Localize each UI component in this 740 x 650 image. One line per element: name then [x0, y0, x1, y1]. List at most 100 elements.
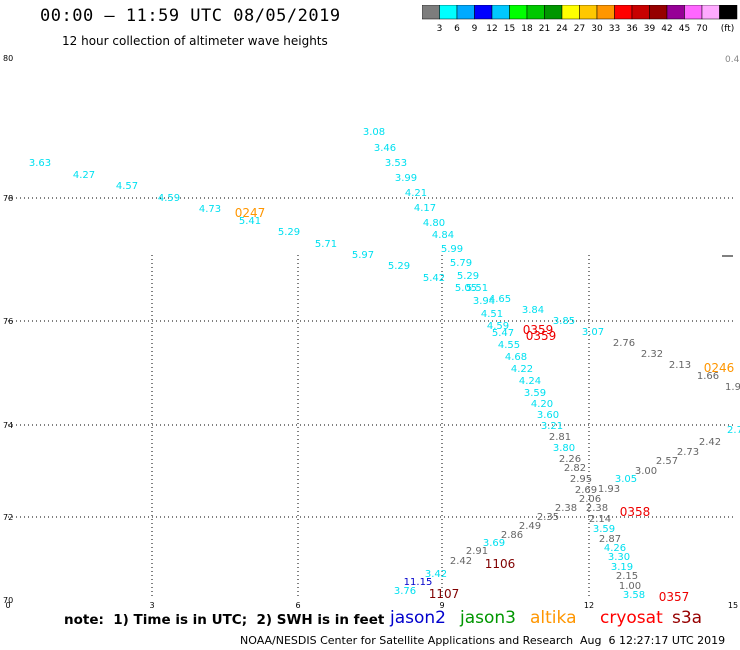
- colorbar-cell: [719, 5, 738, 20]
- map-title: 00:00 – 11:59 UTC 08/05/2019: [40, 6, 341, 26]
- colorbar-label: 12: [486, 24, 497, 34]
- colorbar-label: 6: [454, 24, 460, 34]
- wave-height-label: 3.07: [582, 327, 604, 338]
- wave-height-label: 3.58: [623, 590, 645, 601]
- colorbar-label: 42: [661, 24, 672, 34]
- wave-height-label: 3.76: [394, 586, 416, 597]
- wave-height-label: 5.47: [492, 328, 514, 339]
- wave-height-label: 2.38: [586, 503, 608, 514]
- y-tick-label: 80: [3, 54, 13, 63]
- x-tick-label: 0: [5, 601, 10, 610]
- colorbar-label: 9: [472, 24, 478, 34]
- colorbar-label: 27: [574, 24, 585, 34]
- x-tick-label: 12: [584, 601, 594, 610]
- footer-note: note: 1) Time is in UTC; 2) SWH is in fe…: [64, 612, 385, 628]
- wave-height-label: 3.53: [385, 158, 407, 169]
- wave-height-label: 5.79: [450, 258, 472, 269]
- credit-line: NOAA/NESDIS Center for Satellite Applica…: [240, 634, 574, 647]
- wave-height-label: 3.46: [374, 143, 396, 154]
- wave-height-label: 3.08: [363, 127, 385, 138]
- wave-height-label: 2.81: [549, 432, 571, 443]
- colorbar-unit: (ft): [721, 24, 735, 34]
- wave-height-label: 4.26: [604, 543, 626, 554]
- wave-height-label: 4.51: [481, 309, 503, 320]
- wave-height-label: 2.73: [677, 447, 699, 458]
- pass-time-label: 0357: [659, 590, 690, 604]
- wave-height-label: 1.93: [598, 484, 620, 495]
- colorbar-label: 24: [556, 24, 568, 34]
- wave-height-label: 4.24: [519, 376, 541, 387]
- wave-height-label: 5.05: [455, 283, 477, 294]
- x-tick-label: 6: [295, 601, 300, 610]
- colorbar-label: 45: [679, 24, 690, 34]
- colorbar-label: 21: [539, 24, 550, 34]
- wave-height-label: 4.55: [498, 340, 520, 351]
- wave-height-label: 5.29: [457, 271, 479, 282]
- wave-height-label: 3.99: [395, 173, 417, 184]
- colorbar-label: 30: [591, 24, 603, 34]
- wave-height-label: 3.69: [483, 538, 505, 549]
- wave-height-label: 4.65: [489, 294, 511, 305]
- wave-height-label: 3.84: [522, 305, 544, 316]
- pass-time-label: 1106: [485, 557, 516, 571]
- wave-height-label: 4.84: [432, 230, 454, 241]
- x-tick-label: 15: [728, 601, 738, 610]
- wave-height-label: 5.29: [388, 261, 410, 272]
- wave-height-label: 2.13: [669, 360, 691, 371]
- colorbar-label: 15: [504, 24, 515, 34]
- color-scale-legend: 3 6 9 12 15 18 21 24 27 30 33 36 39 42 45 70 (ft): [422, 5, 738, 34]
- wave-height-label: 5.71: [315, 239, 337, 250]
- legend-altika: altika: [530, 608, 577, 628]
- wave-height-label: 4.20: [531, 399, 553, 410]
- wave-height-label: 4.80: [423, 218, 445, 229]
- wave-height-label: 4.68: [505, 352, 527, 363]
- pass-time-label: 0246: [704, 361, 735, 375]
- wave-height-label: 2.14: [589, 514, 611, 525]
- wave-height-label: 4.59: [158, 193, 180, 204]
- wave-height-label: 3.80: [553, 443, 575, 454]
- pass-time-label: 0359: [523, 323, 554, 337]
- pass-time-label: 0359: [526, 329, 557, 343]
- wave-height-label: 5.51: [466, 283, 488, 294]
- wave-height-label: 2.82: [564, 463, 586, 474]
- wave-height-label: 1.00: [619, 581, 641, 592]
- colorbar-label: 36: [626, 24, 638, 34]
- wave-height-label: 4.22: [511, 364, 533, 375]
- y-tick-label: 76: [3, 317, 13, 326]
- legend-jason2: jason2: [390, 608, 446, 628]
- y-tick-label: 70: [3, 596, 13, 605]
- wave-height-label: 3.30: [608, 552, 630, 563]
- wave-height-label: 3.00: [635, 466, 657, 477]
- wave-height-label: 5.29: [278, 227, 300, 238]
- colorbar-label: 33: [609, 24, 620, 34]
- wave-height-label: 4.59: [487, 321, 509, 332]
- wave-height-label: 2.57: [656, 456, 678, 467]
- wave-height-label: 4.27: [73, 170, 95, 181]
- wave-height-label: 2.69: [575, 485, 597, 496]
- wave-height-label: 4.21: [405, 188, 427, 199]
- wave-height-label: 3.42: [425, 569, 447, 580]
- wave-height-label: 3.19: [611, 562, 633, 573]
- x-tick-label: 3: [149, 601, 154, 610]
- y-tick-label: 72: [3, 513, 13, 522]
- generation-timestamp: Aug 6 12:27:17 UTC 2019: [580, 634, 726, 647]
- wave-height-label: 4.57: [116, 181, 138, 192]
- pass-time-label: 0247: [235, 206, 266, 220]
- wave-height-label: 3.59: [524, 388, 546, 399]
- legend-jason3: jason3: [460, 608, 516, 628]
- wave-height-label: 3.94: [473, 296, 495, 307]
- wave-height-label: 2.76: [613, 338, 635, 349]
- wave-height-label: 11.15: [404, 577, 433, 588]
- wave-height-label: 2.35: [537, 512, 559, 523]
- colorbar-label: 70: [696, 24, 708, 34]
- legend-s3a: s3a: [672, 608, 703, 628]
- wave-height-label: 1.66: [697, 371, 719, 382]
- map-subtitle: 12 hour collection of altimeter wave hei…: [62, 34, 328, 48]
- wave-height-label: 3.21: [541, 421, 563, 432]
- wave-height-label: 3.60: [537, 410, 559, 421]
- wave-height-label: 2.95: [570, 474, 592, 485]
- wave-height-label: 3.59: [593, 524, 615, 535]
- wave-height-label: 4.17: [414, 203, 436, 214]
- legend-cryosat: cryosat: [600, 608, 663, 628]
